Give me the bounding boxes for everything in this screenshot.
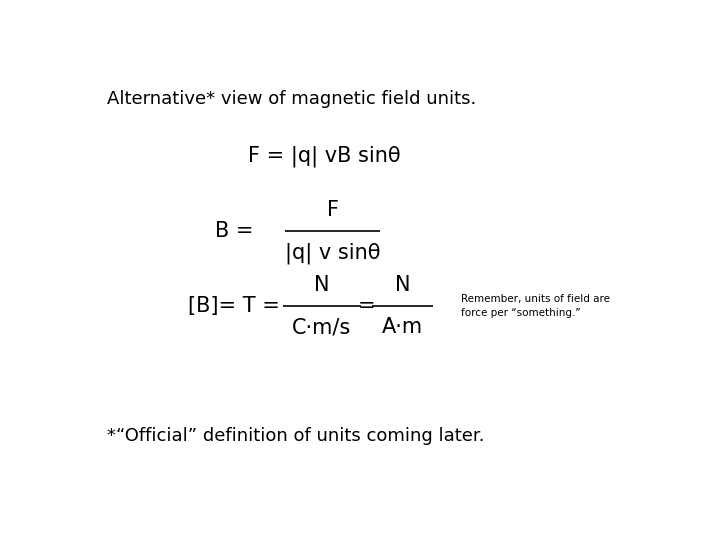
Text: *“Official” definition of units coming later.: *“Official” definition of units coming l… <box>107 427 485 444</box>
Text: Alternative* view of magnetic field units.: Alternative* view of magnetic field unit… <box>107 90 476 108</box>
Text: B =: B = <box>215 221 260 241</box>
Text: |q| v sinθ: |q| v sinθ <box>285 242 380 264</box>
Text: N: N <box>314 274 329 294</box>
Text: F: F <box>327 200 338 220</box>
Text: N: N <box>395 274 410 294</box>
Text: =: = <box>358 296 376 316</box>
Text: F = |q| vB sinθ: F = |q| vB sinθ <box>248 145 400 167</box>
Text: [B]= T =: [B]= T = <box>188 296 286 316</box>
Text: A·m: A·m <box>382 318 423 338</box>
Text: Remember, units of field are
force per “something.”: Remember, units of field are force per “… <box>461 294 610 318</box>
Text: C·m/s: C·m/s <box>292 318 351 338</box>
